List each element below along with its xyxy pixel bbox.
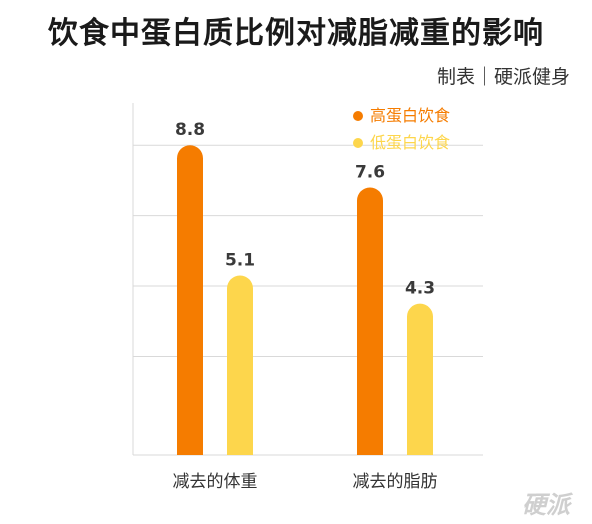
- bar-base-low-protein-2: [407, 442, 433, 455]
- bar-high-protein-1: [177, 145, 203, 456]
- legend-marker-2: [353, 138, 363, 148]
- legend-label-1: 高蛋白饮食: [370, 106, 450, 125]
- source-credit: 制表｜硬派健身: [436, 66, 570, 88]
- data-label-low-protein-2: 4.3: [405, 279, 435, 299]
- bar-low-protein-2: [407, 303, 433, 455]
- watermark-logo: 硬派: [522, 491, 570, 519]
- bar-low-protein-1: [227, 275, 253, 455]
- bar-base-high-protein-2: [357, 442, 383, 455]
- data-label-high-protein-1: 8.8: [175, 120, 205, 140]
- data-label-low-protein-1: 5.1: [225, 250, 255, 270]
- bar-base-low-protein-1: [227, 442, 253, 455]
- page-title: 饮食中蛋白质比例对减脂减重的影响: [48, 16, 544, 51]
- data-label-high-protein-2: 7.6: [355, 162, 385, 182]
- bar-base-high-protein-1: [177, 442, 203, 455]
- category-label-1: 减去的体重: [173, 472, 258, 492]
- bar-high-protein-2: [357, 187, 383, 456]
- legend-label-2: 低蛋白饮食: [370, 133, 450, 152]
- category-label-2: 减去的脂肪: [353, 472, 438, 492]
- legend-marker-1: [353, 111, 363, 121]
